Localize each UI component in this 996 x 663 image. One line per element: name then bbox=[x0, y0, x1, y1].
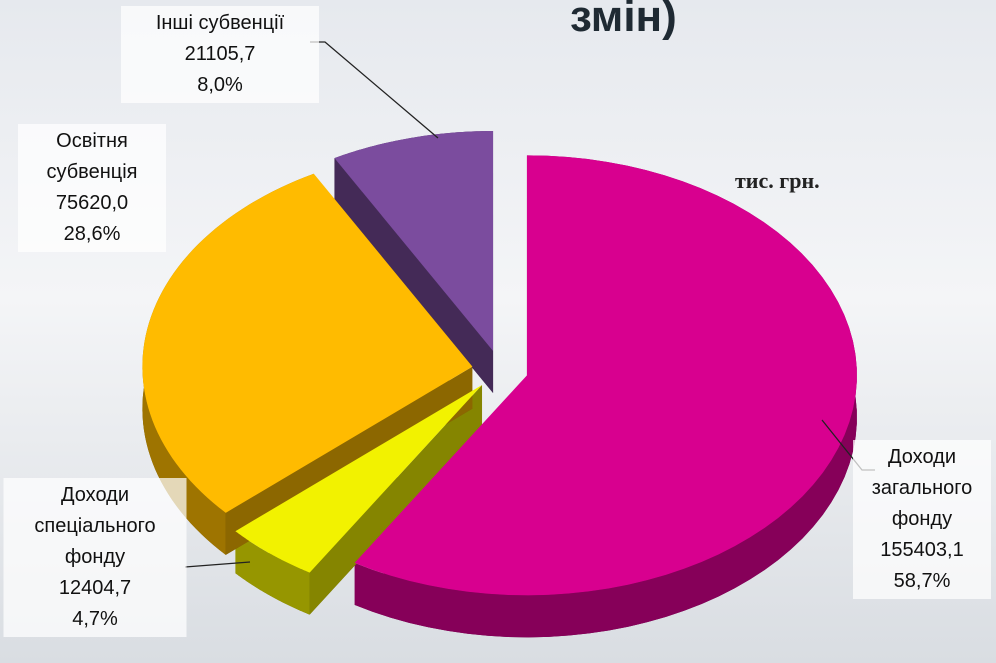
leader-line bbox=[310, 42, 438, 138]
value-label: 155403,1 bbox=[857, 535, 987, 566]
value-label: 12404,7 bbox=[8, 573, 183, 604]
value-label: 75620,0 bbox=[22, 188, 162, 219]
category-label: Інші субвенції bbox=[125, 8, 315, 39]
value-label: 21105,7 bbox=[125, 39, 315, 70]
percent-label: 4,7% bbox=[8, 604, 183, 635]
percent-label: 58,7% bbox=[857, 566, 987, 597]
percent-label: 8,0% bbox=[125, 70, 315, 101]
chart-title: змін) bbox=[570, 0, 677, 42]
category-label: Доходи спеціального фонду bbox=[8, 480, 183, 573]
category-label: Доходи загального фонду bbox=[857, 442, 987, 535]
unit-label: тис. грн. bbox=[735, 168, 820, 194]
slide: змін) тис. грн. (() => { const data = JS… bbox=[0, 0, 996, 663]
percent-label: 28,6% bbox=[22, 219, 162, 250]
category-label: Освітня субвенція bbox=[22, 126, 162, 188]
